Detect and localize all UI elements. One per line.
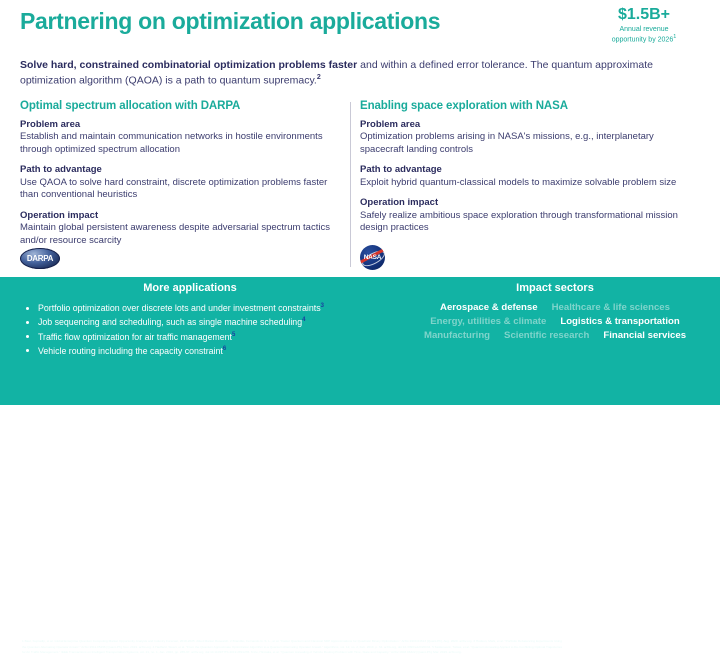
kpi-label: Annual revenue opportunity by 20261 xyxy=(582,26,706,46)
kpi-label-line1: Annual revenue xyxy=(619,25,669,33)
darpa-logo-row: DARPA xyxy=(20,248,60,269)
block-title: Path to advantage xyxy=(20,164,102,176)
footer-band: More applications Impact sectors Portfol… xyxy=(0,277,720,669)
sector-row: Manufacturing Scientific research Financ… xyxy=(392,331,718,341)
block-title: Operation impact xyxy=(20,209,99,221)
sector-logistics-transportation: Logistics & transportation xyxy=(560,316,680,328)
list-item: Traffic flow optimization for air traffi… xyxy=(22,330,392,344)
sector-manufacturing: Manufacturing xyxy=(423,330,491,342)
block-body: Optimization problems arising in NASA's … xyxy=(360,131,654,155)
kpi-block: $1.5B+ Annual revenue opportunity by 202… xyxy=(582,6,706,45)
sector-energy-utilities-climate: Energy, utilities & climate xyxy=(430,316,547,328)
block-path-to-advantage: Path to advantage Exploit hybrid quantum… xyxy=(360,164,685,189)
sector-aerospace-defense: Aerospace & defense xyxy=(440,302,538,313)
block-operation-impact: Operation impact Maintain global persist… xyxy=(20,210,345,247)
block-title: Problem area xyxy=(20,119,81,130)
nasa-logo-row: NASA xyxy=(360,245,385,270)
list-item-text: Traffic flow optimization for air traffi… xyxy=(38,331,232,342)
footnote-ref: 3 xyxy=(320,303,324,310)
block-body: Establish and maintain communication net… xyxy=(20,131,323,155)
subtitle-bold: Solve hard, constrained combinatorial op… xyxy=(20,59,358,71)
sector-row: Energy, utilities & climate Logistics & … xyxy=(392,316,718,328)
sector-row: Aerospace & defense Healthcare & life sc… xyxy=(392,302,718,313)
subtitle-rest: and within a defined error tolerance. Th… xyxy=(20,59,653,87)
impact-sectors-list: Aerospace & defense Healthcare & life sc… xyxy=(392,302,718,345)
sector-financial-services: Financial services xyxy=(603,330,687,342)
block-body: Maintain global persistent awareness des… xyxy=(20,222,330,246)
page-title: Partnering on optimization applications xyxy=(20,8,441,34)
list-item: Vehicle routing including the capacity c… xyxy=(22,344,392,358)
list-item-text: Job sequencing and scheduling, such as s… xyxy=(38,317,303,328)
column-divider xyxy=(350,102,351,267)
list-item-text: Vehicle routing including the capacity c… xyxy=(38,345,223,356)
case-studies: Optimal spectrum allocation with DARPA P… xyxy=(0,100,720,272)
more-applications-title: More applications xyxy=(143,282,237,294)
footnote-ref: 5 xyxy=(231,331,236,338)
block-body: Exploit hybrid quantum-classical models … xyxy=(360,176,677,188)
more-applications-list: Portfolio optimization over discrete lot… xyxy=(22,301,392,358)
footnote-ref: 4 xyxy=(302,317,306,324)
case-study-darpa: Optimal spectrum allocation with DARPA P… xyxy=(20,100,345,269)
block-path-to-advantage: Path to advantage Use QAOA to solve hard… xyxy=(20,164,345,201)
impact-sectors-title: Impact sectors xyxy=(516,282,594,294)
block-problem-area: Problem area Optimization problems arisi… xyxy=(360,119,685,156)
case-study-nasa: Enabling space exploration with NASA Pro… xyxy=(360,100,685,270)
sector-healthcare-life-sciences: Healthcare & life sciences xyxy=(551,302,670,313)
list-item: Portfolio optimization over discrete lot… xyxy=(22,301,392,315)
block-problem-area: Problem area Establish and maintain comm… xyxy=(20,119,345,156)
footnote-ref: 6 xyxy=(222,345,227,352)
sector-scientific-research: Scientific research xyxy=(504,330,590,342)
block-body: Use QAOA to solve hard constraint, discr… xyxy=(20,176,328,201)
block-title: Operation impact xyxy=(360,197,439,209)
darpa-logo-text: DARPA xyxy=(26,254,54,263)
kpi-footnote-ref: 1 xyxy=(673,34,677,41)
list-item-text: Portfolio optimization over discrete lot… xyxy=(38,303,321,313)
subtitle: Solve hard, constrained combinatorial op… xyxy=(20,58,660,89)
nasa-logo-icon: NASA xyxy=(360,245,385,270)
block-title: Problem area xyxy=(360,119,421,130)
case-study-heading: Enabling space exploration with NASA xyxy=(360,100,568,112)
block-title: Path to advantage xyxy=(360,164,442,176)
block-operation-impact: Operation impact Safely realize ambitiou… xyxy=(360,197,685,234)
case-study-heading: Optimal spectrum allocation with DARPA xyxy=(20,100,241,112)
kpi-value: $1.5B+ xyxy=(617,6,671,23)
footnotes: 1 Baul, Supradip, et al. Global Enterpri… xyxy=(22,639,562,655)
darpa-logo-icon: DARPA xyxy=(20,248,60,269)
slide-header: Partnering on optimization applications … xyxy=(0,0,720,48)
subtitle-footnote-ref: 2 xyxy=(316,74,321,82)
list-item: Job sequencing and scheduling, such as s… xyxy=(22,315,392,329)
block-body: Safely realize ambitious space explorati… xyxy=(360,209,678,234)
rigetti-logo: rigetti xyxy=(641,642,705,669)
kpi-label-line2: opportunity by 2026 xyxy=(611,36,674,44)
nasa-logo-text: NASA xyxy=(363,254,382,261)
